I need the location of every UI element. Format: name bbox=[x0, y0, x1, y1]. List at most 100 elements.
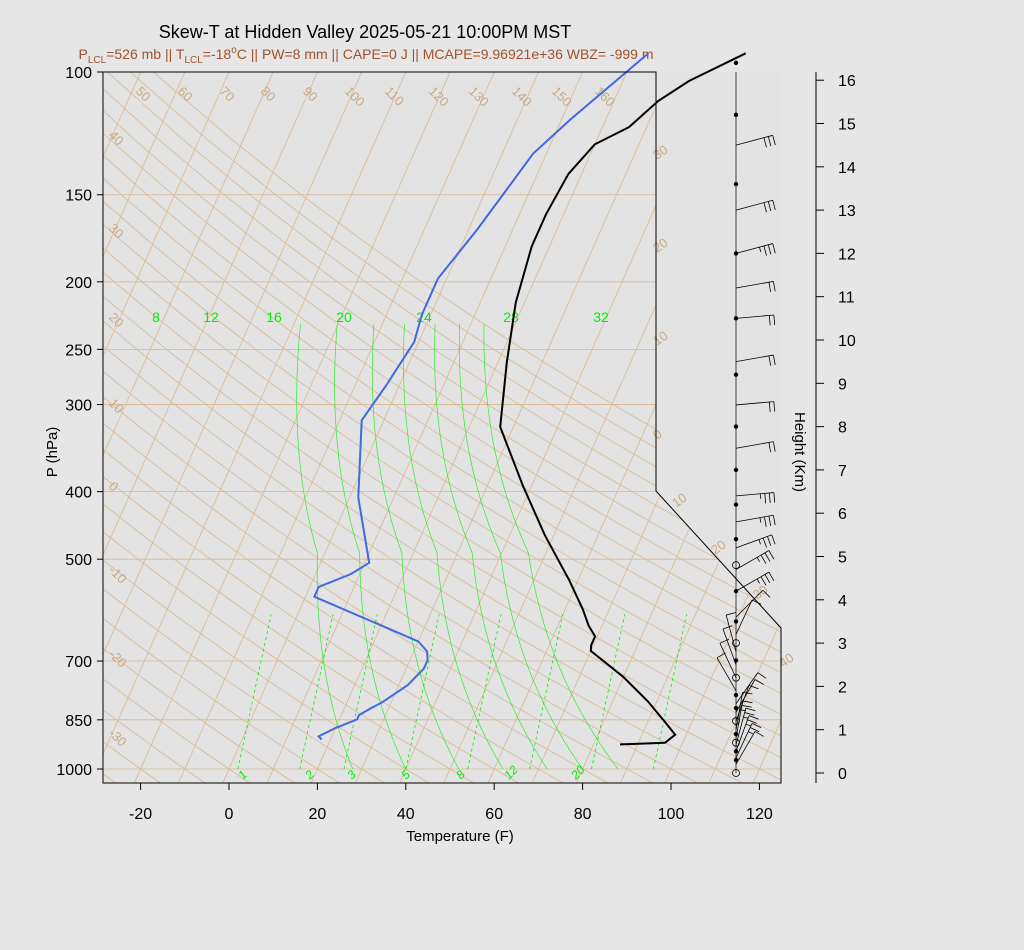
moist-adiabat-line bbox=[334, 324, 407, 770]
wind-barb-flag bbox=[767, 136, 772, 147]
plot-frame bbox=[102, 71, 782, 784]
wind-barb bbox=[735, 243, 773, 254]
dry-adiabat-line bbox=[103, 72, 745, 783]
dry-adiabat-line bbox=[103, 72, 341, 783]
wind-barb-flag bbox=[767, 536, 772, 546]
wind-barb-flag bbox=[754, 679, 764, 685]
wind-barb-flag bbox=[760, 576, 767, 586]
wind-barb bbox=[722, 628, 737, 665]
mixing-ratio-label: 20 bbox=[336, 309, 352, 325]
mixing-ratio-line bbox=[299, 614, 334, 770]
isotherm-line bbox=[222, 72, 539, 783]
pressure-tick-label: 700 bbox=[65, 654, 92, 671]
dry-adiabat-line bbox=[103, 72, 781, 783]
height-marker bbox=[733, 112, 739, 118]
isotherm-line bbox=[841, 72, 1024, 784]
isotherm-line bbox=[930, 72, 1024, 784]
height-tick-label: 11 bbox=[838, 290, 855, 307]
wind-barb-flag bbox=[748, 684, 759, 690]
isotherm-line bbox=[664, 72, 781, 783]
isotherm-label: 30 bbox=[750, 582, 770, 603]
pressure-tick-label: 400 bbox=[65, 485, 92, 502]
wind-barb bbox=[725, 614, 737, 652]
wind-barb bbox=[735, 354, 774, 363]
height-tick-label: 5 bbox=[838, 550, 847, 567]
wind-barb bbox=[735, 441, 774, 449]
height-marker bbox=[733, 424, 739, 429]
height-tick-label: 0 bbox=[838, 766, 847, 783]
pressure-tick-label: 150 bbox=[65, 188, 92, 205]
x-tick-label: -20 bbox=[129, 806, 152, 823]
mixing-ratio-label: 12 bbox=[203, 309, 219, 325]
wind-barb-flag bbox=[756, 557, 760, 562]
height-marker bbox=[732, 673, 740, 682]
moist-adiabat-line bbox=[483, 324, 619, 770]
isotherm-line bbox=[103, 72, 230, 783]
wind-barb-flag bbox=[772, 243, 776, 254]
x-tick-label: 0 bbox=[225, 806, 234, 823]
wind-barb-flag bbox=[748, 731, 753, 735]
wind-barb bbox=[735, 134, 773, 146]
dry-adiabat-line bbox=[107, 72, 781, 783]
wind-barb-flag bbox=[751, 599, 762, 605]
height-marker bbox=[733, 536, 739, 542]
isotherm-line bbox=[354, 72, 672, 783]
chart-subtitle: PLCL=526 mb || TLCL=-18oC || PW=8 mm || … bbox=[79, 45, 654, 66]
pressure-tick-label: 250 bbox=[65, 342, 92, 359]
dewpoint-trace bbox=[312, 52, 650, 741]
wind-barb bbox=[735, 492, 774, 497]
wind-barb-flag bbox=[759, 517, 762, 523]
wind-barb-flag bbox=[773, 492, 776, 503]
x-axis-label: Temperature (F) bbox=[406, 828, 514, 845]
wind-barb-flag bbox=[767, 201, 772, 212]
wind-barb-flag bbox=[773, 315, 776, 326]
height-marker bbox=[733, 60, 739, 66]
wind-barb bbox=[719, 643, 737, 678]
dry-adiabat-line bbox=[103, 72, 781, 783]
wind-barb-flag bbox=[762, 537, 767, 548]
wind-barb-flag bbox=[748, 715, 759, 720]
wind-barb-flag bbox=[768, 571, 775, 582]
y-axis-label: P (hPa) bbox=[44, 427, 61, 478]
wind-barb bbox=[735, 514, 774, 523]
wind-barb-flag bbox=[773, 401, 776, 412]
wind-barb bbox=[735, 599, 753, 635]
wind-barb-flag bbox=[764, 552, 771, 562]
wind-barb-flag bbox=[768, 315, 771, 326]
wind-barb-flag bbox=[773, 515, 776, 526]
x-tick-label: 20 bbox=[309, 806, 327, 823]
dry-adiabat-line bbox=[103, 72, 565, 783]
grid-layer bbox=[103, 72, 1024, 784]
height-tick-label: 9 bbox=[838, 376, 847, 393]
dry-adiabat-line bbox=[103, 72, 781, 783]
wind-barb-flag bbox=[764, 574, 771, 584]
height-marker bbox=[733, 467, 739, 473]
moist-adiabat-line bbox=[371, 324, 460, 770]
wind-barb-flag bbox=[757, 672, 767, 679]
moist-adiabat-line bbox=[458, 324, 583, 770]
height-marker bbox=[732, 639, 740, 647]
x-tick-label: 40 bbox=[397, 806, 415, 823]
dry-adiabat-line bbox=[103, 72, 700, 783]
dry-adiabat-line bbox=[103, 72, 207, 783]
wind-barb bbox=[716, 657, 737, 691]
dry-adiabat-line bbox=[103, 72, 610, 783]
height-tick-label: 7 bbox=[838, 463, 847, 480]
mixing-ratio-line bbox=[405, 614, 440, 770]
isotherm-line bbox=[103, 72, 274, 783]
wind-barb-flag bbox=[764, 493, 767, 504]
dry-adiabat-line bbox=[103, 72, 386, 783]
wind-barb-flag bbox=[740, 709, 747, 712]
wind-barb bbox=[735, 314, 774, 319]
height-marker bbox=[732, 561, 740, 570]
wind-barb-flag bbox=[743, 716, 749, 719]
chart-title: Skew-T at Hidden Valley 2025-05-21 10:00… bbox=[159, 22, 572, 42]
wind-barb-flag bbox=[768, 492, 771, 503]
isotherm-line bbox=[103, 72, 407, 783]
isotherm-line bbox=[103, 72, 318, 783]
isotherm-line bbox=[885, 72, 1024, 784]
wind-barb-flag bbox=[747, 719, 757, 724]
height-tick-label: 3 bbox=[838, 636, 847, 653]
height-tick-label: 13 bbox=[838, 203, 856, 220]
